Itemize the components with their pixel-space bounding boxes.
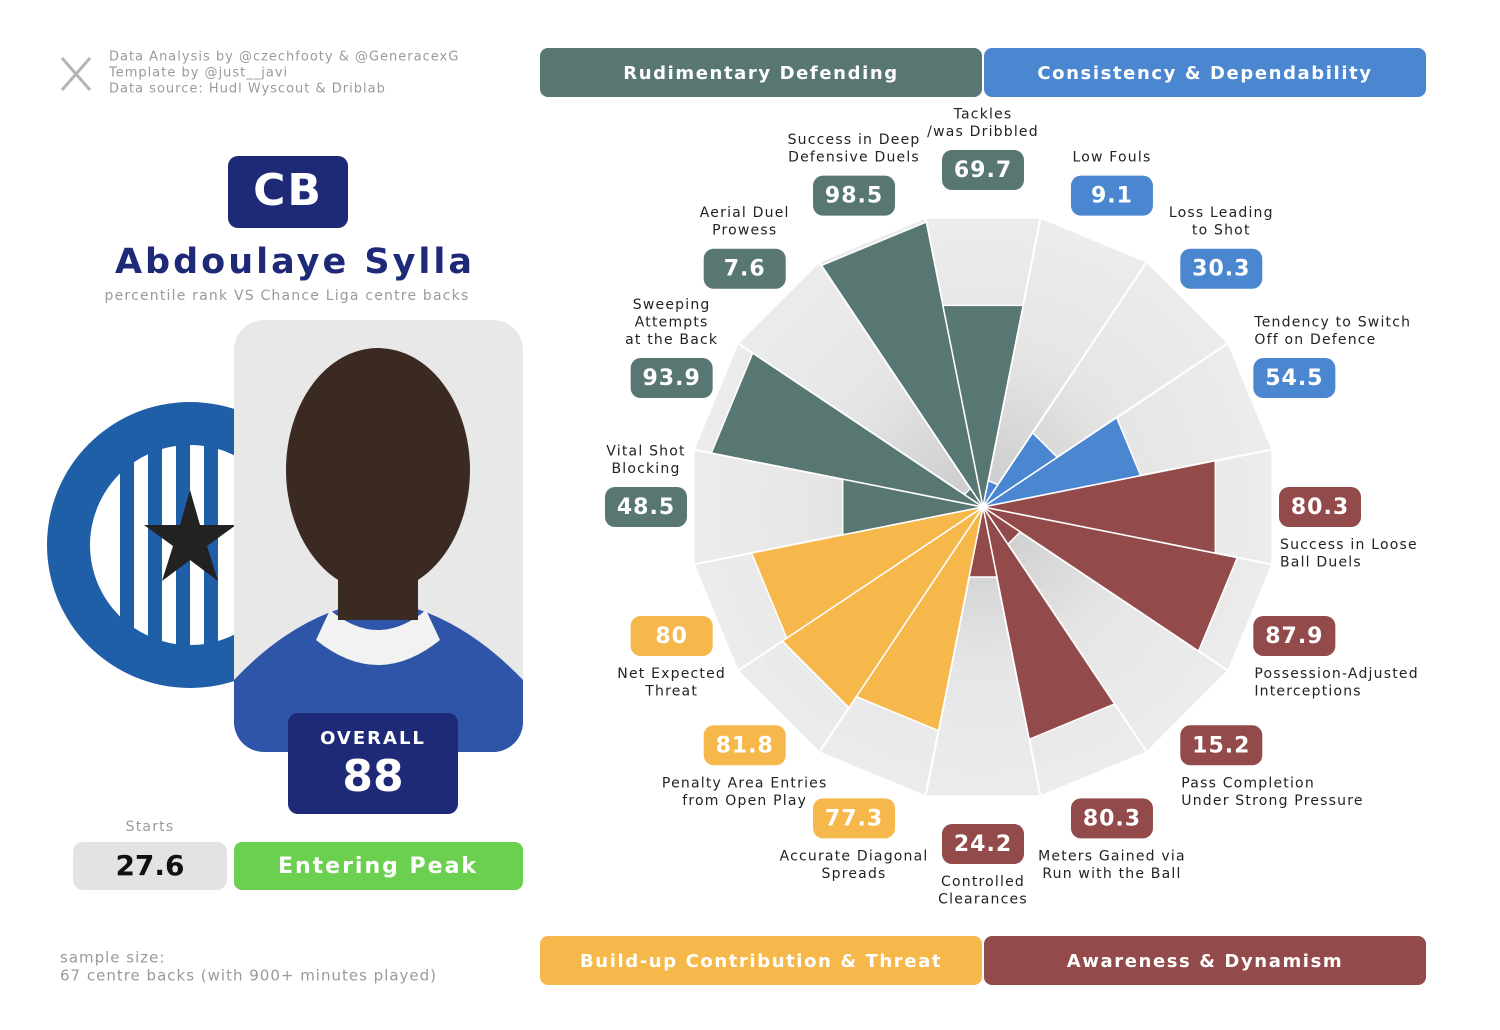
group-header xyxy=(984,936,1426,985)
bar xyxy=(710,351,984,508)
category-label: Prowess xyxy=(712,223,777,239)
value-label: 54.5 xyxy=(1265,366,1323,391)
value-label: 9.1 xyxy=(1091,184,1133,209)
player-photo xyxy=(234,320,523,752)
category-label: Controlled xyxy=(941,874,1025,890)
category-label: Interceptions xyxy=(1254,683,1361,699)
value-box xyxy=(813,175,896,216)
value-label: 80 xyxy=(655,624,688,649)
player-name: Abdoulaye Sylla xyxy=(115,242,475,282)
value-label: 24.2 xyxy=(954,832,1012,857)
position: CB xyxy=(253,165,323,216)
category-label: Loss Leading xyxy=(1169,205,1274,221)
overall-box xyxy=(288,713,458,814)
category-label: to Shot xyxy=(1192,223,1251,239)
value-label: 87.9 xyxy=(1265,624,1323,649)
category-label: Accurate Diagonal xyxy=(780,848,929,864)
value-box xyxy=(605,487,687,527)
category-label: Low Fouls xyxy=(1072,150,1151,166)
category-label: at the Back xyxy=(625,332,718,348)
group-header-label: Rudimentary Defending xyxy=(623,63,899,84)
value-box xyxy=(703,725,786,766)
group-header-label: Build-up Contribution & Threat xyxy=(580,951,942,972)
subtitle: percentile rank VS Chance Liga centre ba… xyxy=(105,288,470,304)
value-label: 69.7 xyxy=(954,158,1012,183)
category-label: Ball Duels xyxy=(1280,555,1362,571)
value-box xyxy=(942,824,1024,864)
credit: Template by @just__javi xyxy=(108,66,288,81)
overall-value: 88 xyxy=(342,751,403,802)
group-header-label: Consistency & Dependability xyxy=(1037,63,1372,84)
category-label: Pass Completion xyxy=(1181,775,1315,791)
overall-label: OVERALL xyxy=(320,728,426,749)
value-box xyxy=(1180,248,1263,289)
value-label: 80.3 xyxy=(1291,495,1349,520)
value-label: 81.8 xyxy=(716,733,774,758)
category-label: Penalty Area Entries xyxy=(662,775,828,791)
x-logo xyxy=(60,57,92,91)
value-box xyxy=(1070,175,1153,216)
status: Entering Peak xyxy=(278,854,478,879)
value-label: 80.3 xyxy=(1083,806,1141,831)
category-label: Aerial Duel xyxy=(700,205,790,221)
value-label: 15.2 xyxy=(1192,733,1250,758)
value-label: 98.5 xyxy=(825,184,883,209)
category-label: Meters Gained via xyxy=(1038,848,1186,864)
category-label: Success in Loose xyxy=(1280,537,1418,553)
value-box xyxy=(1070,798,1153,839)
position-box xyxy=(228,156,348,228)
starts-value: 27.6 xyxy=(115,849,184,882)
group-header xyxy=(540,936,982,985)
bar xyxy=(982,506,1116,741)
credit: Data source: Hudl Wyscout & Driblab xyxy=(109,82,386,97)
value-box xyxy=(630,615,713,656)
category-label: Clearances xyxy=(938,892,1028,908)
group-header xyxy=(984,48,1426,97)
category-label: /was Dribbled xyxy=(927,124,1039,140)
value-box xyxy=(1253,615,1336,656)
category-label: Defensive Duels xyxy=(788,150,920,166)
category-label: from Open Play xyxy=(682,793,807,809)
value-box xyxy=(1279,487,1361,527)
credit: Data Analysis by @czechfooty & @Generace… xyxy=(109,50,459,65)
value-box xyxy=(630,358,713,399)
category-label: Vital Shot xyxy=(606,444,685,460)
footer-line: sample size: xyxy=(60,949,165,967)
status-box xyxy=(234,842,523,890)
category-label: Off on Defence xyxy=(1254,332,1376,348)
starts-box xyxy=(73,842,227,890)
value-box xyxy=(703,248,786,289)
value-label: 48.5 xyxy=(617,495,675,520)
category-label: Attempts xyxy=(635,315,709,331)
category-label: Blocking xyxy=(611,461,680,477)
value-label: 30.3 xyxy=(1192,257,1250,282)
category-label: Success in Deep xyxy=(788,132,921,148)
group-header-label: Awareness & Dynamism xyxy=(1067,951,1344,972)
footer-line: 67 centre backs (with 900+ minutes playe… xyxy=(60,967,437,985)
value-box xyxy=(813,798,896,839)
group-header xyxy=(540,48,982,97)
value-label: 7.6 xyxy=(724,257,766,282)
category-label: Under Strong Pressure xyxy=(1181,793,1363,809)
category-label: Run with the Ball xyxy=(1042,866,1181,882)
bar xyxy=(750,506,984,640)
category-label: Sweeping xyxy=(633,297,711,313)
category-label: Threat xyxy=(644,683,698,699)
category-label: Spreads xyxy=(822,866,887,882)
value-label: 77.3 xyxy=(825,806,883,831)
value-label: 93.9 xyxy=(643,366,701,391)
category-label: Possession-Adjusted xyxy=(1254,666,1418,682)
category-label: Net Expected xyxy=(617,666,726,682)
value-box xyxy=(1253,358,1336,399)
bar xyxy=(982,506,1239,653)
bar xyxy=(941,304,1025,508)
starts-label: Starts xyxy=(126,819,175,835)
value-box xyxy=(1180,725,1263,766)
category-label: Tendency to Switch xyxy=(1253,315,1411,331)
value-box xyxy=(942,150,1024,190)
category-label: Tackles xyxy=(953,107,1013,123)
